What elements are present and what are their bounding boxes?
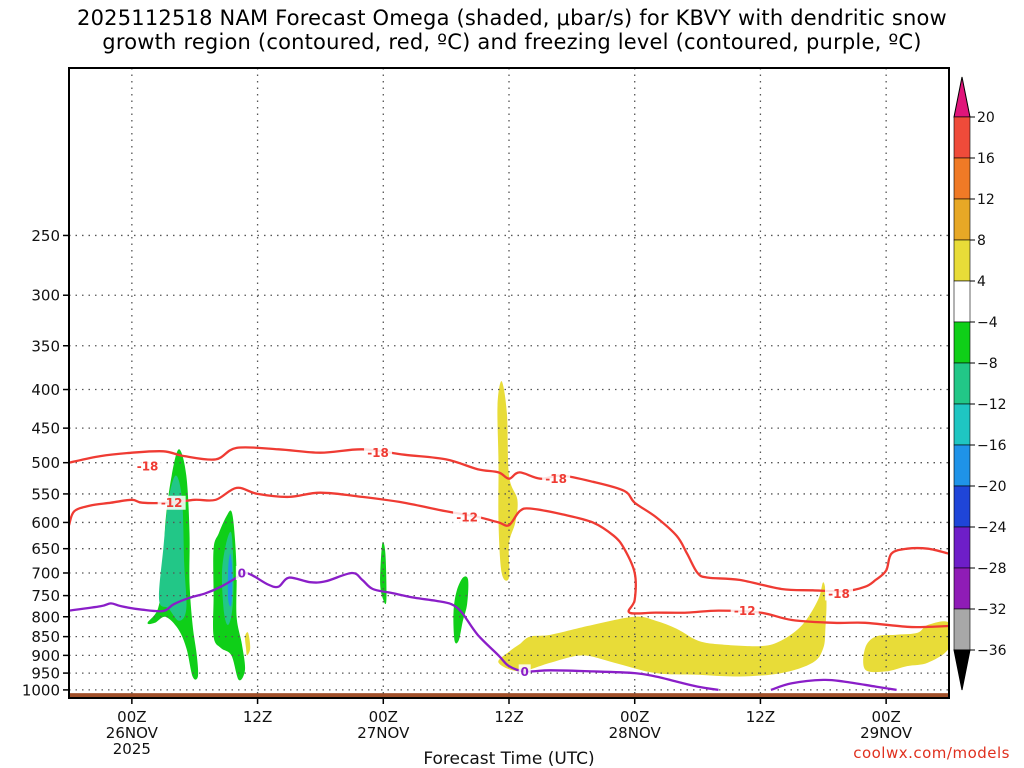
colorbar-label--12: −12 — [977, 397, 1007, 413]
isotherm-label-0-b: -18 — [367, 446, 389, 460]
x-tick-label-48: 00Z — [620, 708, 649, 726]
y-tick-label-550: 550 — [31, 485, 60, 503]
x-tick-label-36: 12Z — [494, 708, 523, 726]
y-tick-label-700: 700 — [31, 564, 60, 582]
colorbar-label--36: −36 — [977, 643, 1007, 659]
x-tick-label-0: 00Z — [117, 708, 146, 726]
colorbar: 20 16 12 8 4 −4 −8 −12 −16 −20 −24 −28 −32 −36 — [953, 76, 1007, 691]
y-tick-label-400: 400 — [31, 381, 60, 399]
x-tick-date-0: 26NOV — [106, 724, 159, 742]
y-tick-label-900: 900 — [31, 647, 60, 665]
omega-region-sinking-low-level-east — [863, 621, 949, 673]
isotherm-label-0-a: -18 — [137, 459, 159, 473]
y-tick-label-850: 850 — [31, 628, 60, 646]
omega-region-sinking-sliver-1030z — [244, 632, 251, 656]
isotherm-label-0-a-bg — [133, 458, 162, 473]
y-tick-label-600: 600 — [31, 514, 60, 532]
omega-region-sinking-low-level-band — [498, 582, 827, 677]
title-line-1: 2025112518 NAM Forecast Omega (shaded, μ… — [77, 6, 947, 30]
colorbar-label-20: 20 — [977, 110, 995, 126]
source-credit: coolwx.com/models — [853, 744, 1010, 762]
axis-layer: 2503003504004505005506006507007508008509… — [22, 227, 913, 758]
isotherm-label-1-a-bg — [157, 495, 186, 510]
terrain-layer — [69, 693, 949, 698]
omega-region-rising-column-0230z-core — [158, 475, 187, 621]
y-tick-label-450: 450 — [31, 420, 60, 438]
x-tick-date-72: 29NOV — [860, 724, 913, 742]
x-tick-label-24: 00Z — [369, 708, 398, 726]
y-tick-label-950: 950 — [31, 665, 60, 683]
omega-region-rising-column-0800z-peak — [227, 553, 233, 607]
colorbar-label-12: 12 — [977, 192, 995, 208]
colorbar-bin-4 — [953, 280, 971, 323]
colorbar-bin-2 — [953, 198, 971, 241]
isotherm-label-0-c-bg — [542, 471, 571, 486]
grid-layer — [69, 68, 949, 698]
y-tick-label-800: 800 — [31, 608, 60, 626]
colorbar-bin-3 — [953, 239, 971, 282]
y-tick-label-350: 350 — [31, 337, 60, 355]
isotherm-label-0-d-bg — [825, 586, 853, 601]
colorbar-bin-8 — [953, 444, 971, 487]
isotherm-label-1-c: -12 — [734, 604, 756, 618]
isotherm-label-0-b-bg — [364, 445, 393, 460]
colorbar-overflow-bottom — [953, 649, 971, 691]
colorbar-label-8: 8 — [977, 233, 986, 249]
colorbar-bin-11 — [953, 567, 971, 610]
freezing-level-line — [69, 571, 719, 692]
colorbar-bin-5 — [953, 321, 971, 364]
freezing-level-line-east — [770, 678, 897, 692]
x-tick-label-72: 00Z — [871, 708, 900, 726]
isotherm-label-0-c: -18 — [545, 472, 567, 486]
freezing-level-label-a-bg — [235, 565, 248, 580]
x-axis-title: Forecast Time (UTC) — [423, 749, 594, 768]
x-tick-label-60: 12Z — [746, 708, 775, 726]
x-tick-year-0: 2025 — [113, 740, 151, 758]
omega-region-rising-streak-0000z — [380, 541, 387, 605]
colorbar-label--8: −8 — [977, 356, 998, 372]
y-tick-label-750: 750 — [31, 587, 60, 605]
colorbar-label--28: −28 — [977, 561, 1007, 577]
freezing-level-label-b-bg — [518, 664, 531, 679]
x-tick-label-12: 12Z — [243, 708, 272, 726]
omega-region-sinking-column-1200z — [497, 381, 518, 581]
isotherm-label-1-a: -12 — [161, 496, 183, 510]
isotherm-label-1-b: -12 — [456, 510, 478, 524]
colorbar-label-16: 16 — [977, 151, 995, 167]
colorbar-label--16: −16 — [977, 438, 1007, 454]
y-tick-label-300: 300 — [31, 287, 60, 305]
colorbar-bin-10 — [953, 526, 971, 569]
freezing-level-label-b: 0 — [521, 665, 529, 679]
isotherm-label-0-d: -18 — [828, 587, 850, 601]
colorbar-bin-9 — [953, 485, 971, 528]
y-tick-label-500: 500 — [31, 454, 60, 472]
contour-layer: -18 -18 -18 -18 -12 -12 -12 0 0 — [69, 445, 949, 692]
colorbar-label--4: −4 — [977, 315, 998, 331]
title-line-2: growth region (contoured, red, ºC) and f… — [102, 30, 922, 54]
isotherm-label-1-c-bg — [730, 603, 759, 618]
y-tick-label-250: 250 — [31, 227, 60, 245]
colorbar-label-4: 4 — [977, 274, 986, 290]
colorbar-label--20: −20 — [977, 479, 1007, 495]
x-tick-date-24: 27NOV — [357, 724, 410, 742]
y-tick-label-1000: 1000 — [22, 681, 60, 699]
isotherm-label-1-b-bg — [453, 509, 482, 524]
freezing-level-label-a: 0 — [238, 566, 246, 580]
colorbar-label--24: −24 — [977, 520, 1007, 536]
colorbar-bin-6 — [953, 362, 971, 405]
colorbar-bin-0 — [953, 116, 971, 159]
x-tick-date-48: 28NOV — [609, 724, 662, 742]
y-tick-label-650: 650 — [31, 540, 60, 558]
colorbar-bin-1 — [953, 157, 971, 200]
colorbar-label--32: −32 — [977, 602, 1007, 618]
chart-title: 2025112518 NAM Forecast Omega (shaded, μ… — [0, 6, 1024, 54]
colorbar-bin-7 — [953, 403, 971, 446]
omega-shading-layer — [147, 381, 949, 681]
isotherm--18 — [69, 446, 949, 593]
colorbar-bin-12 — [953, 608, 971, 651]
terrain-surface — [69, 693, 949, 698]
colorbar-overflow-top — [953, 76, 971, 118]
